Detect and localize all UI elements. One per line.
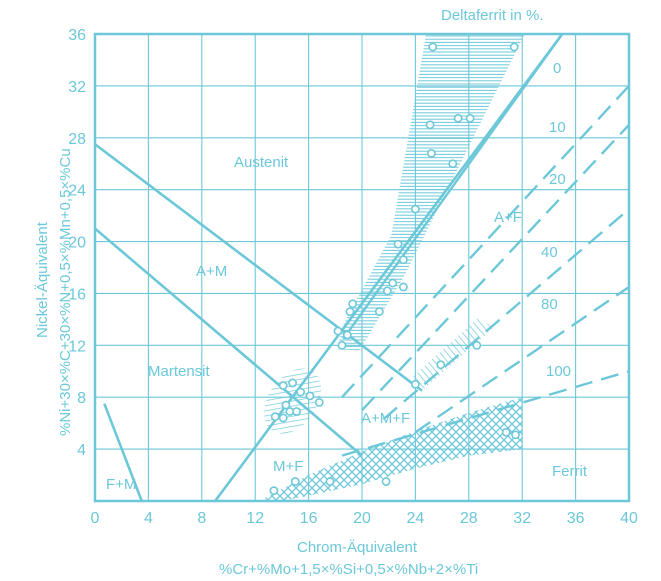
data-point [398,255,408,265]
x-tick-label: 16 [300,510,318,527]
data-point [382,286,392,296]
data-point [472,340,482,350]
austenit-ferrit-boundary [214,34,564,501]
y-tick-label: 16 [68,286,86,303]
y-tick-label: 8 [77,390,86,407]
x-tick-label: 36 [567,510,585,527]
boundary-lines [95,34,564,501]
y-tick-labels: 4 8 12 16 20 24 28 32 36 [68,27,86,459]
ferrite-label-0: 0 [553,60,561,77]
ferrite-line-80 [414,285,629,434]
region-f-m: F+M [106,476,136,493]
data-point [278,413,288,423]
data-point [292,407,301,416]
data-point [398,282,408,292]
data-point [501,427,511,437]
data-point [388,278,398,288]
region-a-f: A+F [494,209,522,226]
ferrite-line-0 [342,34,564,340]
x-tick-label: 12 [246,510,264,527]
y-tick-label: 28 [68,131,86,148]
x-tick-label: 28 [460,510,478,527]
region-labels: Deltaferrit in %. Austenit A+M Martensit… [106,7,588,493]
data-point [428,42,438,52]
region-m-f: M+F [273,458,303,475]
data-point [425,120,435,130]
region-austenit: Austenit [234,154,289,171]
data-point [288,378,297,388]
data-point [314,398,324,407]
y-tick-label: 20 [68,235,86,252]
ferrite-label-100: 100 [546,363,571,380]
data-point [465,113,475,123]
data-point [305,391,315,401]
data-point [281,400,291,410]
data-point [410,204,420,214]
region-martensit: Martensit [148,363,211,380]
ferrite-label-40: 40 [541,244,558,261]
x-tick-label: 40 [620,510,638,527]
y-tick-label: 32 [68,79,86,96]
martensit-lower-boundary [95,227,363,457]
x-axis-label: Chrom-Äquivalent [297,539,418,556]
hatched-band-austenit [336,34,525,351]
region-a-m: A+M [196,263,227,280]
x-tick-label: 0 [91,510,100,527]
data-point [333,326,343,336]
deltaferrit-title: Deltaferrit in %. [441,7,544,24]
y-tick-label: 24 [68,183,86,200]
data-point [345,307,355,317]
y-tick-label: 36 [68,27,86,44]
data-point [427,148,436,158]
x-tick-labels: 0 4 8 12 16 20 24 28 32 36 40 [91,510,638,527]
region-ferrit: Ferrit [552,463,588,480]
y-tick-label: 4 [77,442,86,459]
ferrite-line-100 [341,370,629,457]
ferrite-line-20 [361,123,629,412]
data-point [290,477,300,486]
data-point [278,381,288,390]
data-point [296,387,305,397]
austenit-martensit-boundary [95,143,423,392]
data-point [374,307,384,317]
data-point [337,340,347,350]
data-point [453,113,463,123]
y-tick-label: 12 [68,338,86,355]
data-point [436,360,446,370]
x-tick-label: 4 [144,510,153,527]
x-tick-label: 20 [353,510,371,527]
y-axis-label: Nickel-Äquivalent [34,221,51,338]
data-point [381,477,391,486]
data-point [269,486,279,496]
data-point [348,299,358,309]
hatched-area-a-f [411,316,493,391]
data-point [325,477,335,486]
plot-frame [93,32,631,503]
x-tick-label: 8 [197,510,206,527]
y-axis-formula: %Ni+30×%C+30×%N+0,5×%Mn+0,5×%Cu [57,148,74,436]
data-point [270,412,280,422]
ferrite-lines [341,34,629,457]
data-point [448,159,458,169]
ferrite-label-80: 80 [541,296,558,313]
data-point [342,330,352,340]
ferrite-labels: 0 10 20 40 80 100 [541,60,571,380]
ferrite-label-10: 10 [549,119,566,136]
f-m-boundary [103,403,143,501]
ferrite-label-20: 20 [549,171,566,188]
data-point [511,430,520,440]
data-point [509,42,519,52]
data-points [269,42,520,496]
ferrite-line-10 [341,85,629,399]
x-tick-label: 32 [513,510,531,527]
region-a-m-f: A+M+F [361,410,410,427]
grid [95,34,629,501]
data-point [410,379,420,389]
data-point [393,239,403,249]
x-axis-formula: %Cr+%Mo+1,5×%Si+0,5×%Nb+2×%Ti [219,561,478,578]
x-tick-label: 24 [407,510,425,527]
